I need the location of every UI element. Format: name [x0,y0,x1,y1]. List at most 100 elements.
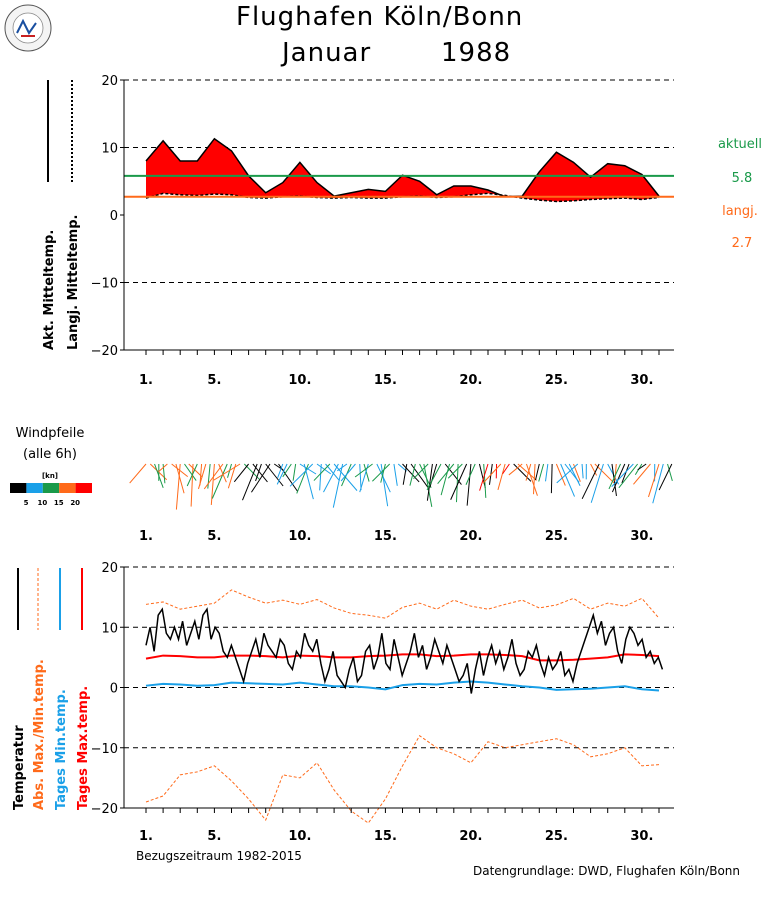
wind-barb [211,463,228,499]
x-tick-label: 30. [630,529,653,544]
x-tick-label: 10. [288,829,311,844]
wind-scale-swatch [26,483,43,493]
wind-barb [568,463,581,486]
wind-barb [340,463,356,482]
wind-barb [354,463,373,478]
wind-scale-swatch [59,483,76,493]
wind-barb [497,463,506,490]
wind-barb [652,463,664,504]
wind-barb [210,463,215,505]
wind-barb [440,463,451,496]
wind-barb [203,463,224,490]
actual-mean-axis-label: Akt. Mitteltemp. [42,230,57,350]
x-tick-label: 10. [288,529,311,544]
wind-barb [556,463,579,484]
wind-barb [555,463,566,486]
wind-barb [590,463,604,503]
y-tick-label: 10 [101,621,118,636]
y-tick-label: 10 [101,142,118,157]
x-tick-label: 20. [459,373,482,388]
temperature-chart: 20 10 0 −10 −20 1. 5. 10. 15. 20. 25. 30. Temperat… [12,561,740,878]
wind-scale-swatch [42,483,60,493]
wind-barb [296,463,309,494]
wind-title: Windpfeile [16,426,85,441]
wind-barb [479,463,489,491]
wind-barb [255,463,262,482]
x-tick-label: 15. [374,829,397,844]
wind-barb [614,463,617,482]
wind-subtitle: (alle 6h) [23,447,77,462]
data-source: Datengrundlage: DWD, Flughafen Köln/Bonn [473,864,740,878]
wind-barb [175,463,185,494]
wind-barb [611,463,626,493]
wind-barb [175,463,181,510]
wind-barb [533,463,536,495]
wind-barb [158,463,168,473]
wind-barb [426,463,442,491]
wind-barb [380,463,386,483]
wind-barb [276,463,288,485]
wind-barb [466,463,472,506]
wind-scale-label: 5 [24,499,29,507]
x-tick-label: 20. [459,829,482,844]
wind-barb [265,463,284,487]
x-tick-label: 25. [545,529,568,544]
x-tick-label: 1. [139,829,153,844]
wind-barb [325,463,340,482]
y-tick-label: −10 [91,277,118,292]
longterm-legend-label: langj. [722,204,758,219]
wind-barb [319,463,322,491]
wind-barb [618,463,639,489]
temp-axis-label: Temperatur [12,725,27,810]
wind-barb [277,463,284,478]
wind-barb [252,463,268,483]
temperature-line [145,607,664,694]
wind-barb [393,463,398,486]
wind-barb [611,463,634,487]
y-tick-label: −10 [91,742,118,757]
wind-color-scale: 5 10 15 20 [10,483,92,507]
y-tick-label: 0 [110,209,118,224]
wind-scale-label: 15 [54,499,64,507]
title-month: Januar [282,38,372,68]
wind-barb [402,463,408,485]
wind-scale-label: 10 [38,499,48,507]
x-tick-label: 25. [545,829,568,844]
x-tick-label: 1. [139,529,153,544]
wind-barb [538,463,545,482]
reference-period: Bezugszeitraum 1982-2015 [136,849,302,863]
wind-barbs [129,463,673,510]
wind-barb [508,463,523,476]
mean-temp-anomaly-fill [146,138,659,202]
wind-scale-label: 20 [70,499,80,507]
wind-barb [313,463,331,481]
wind-unit: [kn] [42,472,58,480]
x-tick-label: 25. [545,373,568,388]
wind-barb [633,463,651,485]
wind-barb [526,463,538,496]
mean-temp-chart: 20 10 0 −10 −20 1. 5. 10. 15. 20. 25. 30. Akt. Mit… [42,74,762,388]
wind-barb [197,463,207,490]
wind-barb [409,463,416,486]
absmaxmin-axis-label: Abs. Max./Min.temp. [32,659,47,810]
wind-barb [332,463,344,508]
wind-barb [227,463,237,489]
wind-barb [282,463,292,478]
wind-barb [426,463,433,501]
wind-barb [289,463,314,487]
wind-barb [450,463,468,500]
x-tick-label: 5. [207,529,221,544]
wind-barb [316,463,332,475]
x-tick-label: 20. [459,529,482,544]
x-tick-label: 15. [374,529,397,544]
wind-barb [363,463,370,482]
wind-barb [251,463,271,493]
x-tick-label: 15. [374,373,397,388]
y-tick-label: 0 [110,682,118,697]
wind-barb [188,463,203,478]
wind-barb [482,463,502,484]
x-tick-label: 1. [139,373,153,388]
wind-barb [190,463,194,507]
wind-barb [423,463,433,507]
